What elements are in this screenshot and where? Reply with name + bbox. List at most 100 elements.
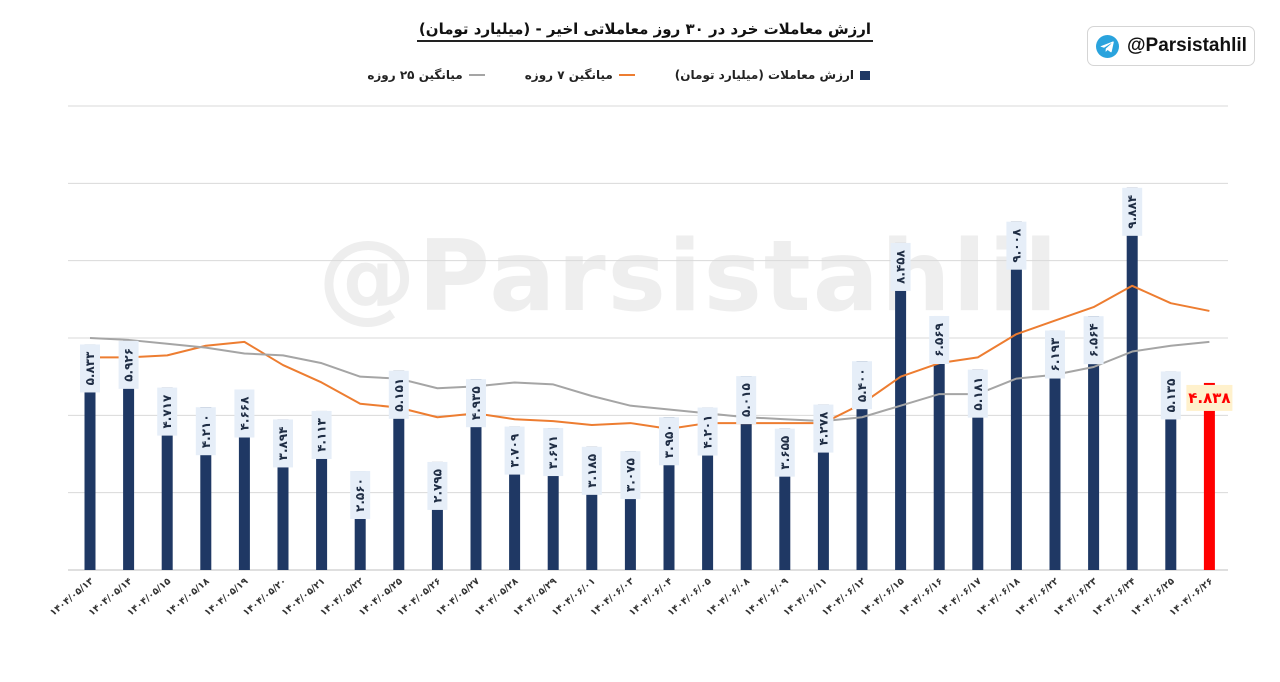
data-label-box xyxy=(659,417,679,466)
bar xyxy=(123,340,135,570)
data-label: ۵.۹۲۶ xyxy=(118,340,139,389)
data-label-box xyxy=(1122,187,1143,236)
data-label: ۶.۵۶۴ xyxy=(1083,316,1104,365)
data-labels: ۵.۸۳۳ ۵.۹۲۶ ۴.۷۱۷ ۴.۲۱۰ ۴.۶۶۸ ۳.۸۹۴ ۴.۱۱۳ ۲.۵۶۰… xyxy=(80,187,1233,520)
data-label: ۹.۰۰۸ xyxy=(1006,221,1027,270)
bar xyxy=(1049,330,1061,570)
data-label: ۵.۱۵۱ xyxy=(388,370,409,419)
ma25-line xyxy=(89,337,1210,423)
chart-title: ارزش معاملات خرد در ۳۰ روز معاملاتی اخیر… xyxy=(0,20,1280,42)
legend-label-value: ارزش معاملات (میلیارد تومان) xyxy=(674,68,854,82)
data-label: ۶.۵۶۹ xyxy=(929,315,950,364)
data-label: ۶.۱۹۳ xyxy=(1045,330,1065,379)
data-label-text: ۴.۹۳۵ xyxy=(469,386,483,420)
data-label-box xyxy=(504,426,525,475)
legend-item-value: ارزش معاملات (میلیارد تومان) xyxy=(675,68,870,82)
data-label-text: ۵.۱۸۱ xyxy=(971,377,985,411)
legend-swatch-ma7 xyxy=(618,74,635,76)
bar xyxy=(547,428,559,570)
data-label: ۴.۱۱۳ xyxy=(311,410,332,459)
bar xyxy=(1165,371,1177,570)
data-label-box xyxy=(273,419,293,468)
data-label: ۴.۲۰۱ xyxy=(697,407,718,456)
legend-item-ma25: میانگین ۲۵ روزه xyxy=(367,68,485,82)
data-label-text: ۹.۰۰۸ xyxy=(1009,228,1023,263)
data-label-text: ۵.۱۳۵ xyxy=(1164,379,1178,413)
bar xyxy=(817,404,829,570)
data-label-text: ۵.۱۵۱ xyxy=(392,378,406,412)
data-label-box xyxy=(736,376,757,425)
data-label: ۸.۴۵۸ xyxy=(890,242,911,291)
data-label-box xyxy=(466,379,486,428)
bar xyxy=(856,361,868,570)
data-label-box xyxy=(1186,384,1233,411)
data-label-box xyxy=(967,369,988,418)
bar xyxy=(84,344,96,570)
data-label-text: ۶.۵۶۹ xyxy=(932,322,946,357)
data-label-box xyxy=(388,370,409,419)
data-label: ۳.۶۷۱ xyxy=(543,428,564,477)
bar xyxy=(663,417,675,570)
data-label-box xyxy=(350,471,371,520)
bar xyxy=(586,446,598,570)
bar xyxy=(1010,221,1022,570)
data-label-text: ۳.۷۰۹ xyxy=(508,433,522,468)
data-label-text: ۸.۴۵۸ xyxy=(894,249,908,284)
data-label-box xyxy=(157,387,178,436)
data-label-box xyxy=(427,461,448,510)
data-label: ۳.۷۰۹ xyxy=(504,426,525,475)
ma7-line xyxy=(90,284,1210,430)
data-label: ۳.۰۷۵ xyxy=(620,451,641,500)
legend-item-ma7: میانگین ۷ روزه xyxy=(525,68,635,82)
data-label-text: ۶.۱۹۳ xyxy=(1048,337,1062,372)
data-label: ۹.۸۸۴ xyxy=(1122,187,1143,236)
data-label-box xyxy=(543,428,564,477)
data-label: ۴.۸۳۸ xyxy=(1186,384,1233,411)
data-label-text: ۴.۶۶۸ xyxy=(237,396,251,431)
grid-lines xyxy=(68,105,1228,571)
bar xyxy=(702,407,714,570)
data-label-text: ۳.۹۵۰ xyxy=(662,424,676,458)
data-label-text: ۴.۱۱۳ xyxy=(315,417,329,452)
data-label-text: ۵.۴۰۰ xyxy=(855,368,869,402)
data-label-text: ۲.۷۹۵ xyxy=(430,469,444,503)
data-label: ۴.۲۷۸ xyxy=(813,404,834,453)
bar xyxy=(1088,316,1100,570)
data-label-box xyxy=(813,404,834,453)
data-label-box xyxy=(311,410,332,459)
data-label-text: ۴.۲۱۰ xyxy=(199,414,213,448)
bar xyxy=(509,426,521,570)
data-label: ۲.۷۹۵ xyxy=(427,461,448,510)
bar xyxy=(316,410,328,570)
bar xyxy=(161,387,173,570)
data-label-box xyxy=(195,407,216,456)
data-label-text: ۵.۹۲۶ xyxy=(122,348,136,382)
data-label: ۳.۱۸۵ xyxy=(581,446,602,495)
bar-series xyxy=(84,187,1215,570)
bar xyxy=(354,471,366,570)
data-label-box xyxy=(697,407,718,456)
data-label-text: ۲.۵۶۰ xyxy=(353,478,367,512)
data-label-box xyxy=(1006,221,1027,270)
data-label-box xyxy=(80,344,100,393)
data-label: ۳.۶۵۵ xyxy=(774,428,795,477)
bar xyxy=(624,451,636,570)
data-label-text: ۳.۶۷۱ xyxy=(546,435,560,469)
data-label-box xyxy=(620,451,641,500)
data-label: ۲.۵۶۰ xyxy=(350,471,371,520)
channel-handle-badge[interactable]: @Parsistahlil xyxy=(1087,26,1255,66)
bar xyxy=(1203,382,1215,570)
chart-legend: ارزش معاملات (میلیارد تومان) میانگین ۷ ر… xyxy=(367,66,870,84)
data-label-box xyxy=(852,361,872,410)
data-label-text: ۴.۲۷۸ xyxy=(816,411,830,446)
bar xyxy=(470,379,482,570)
data-label-text: ۵.۰۱۵ xyxy=(739,383,753,417)
bar xyxy=(431,461,443,570)
data-label-text: ۳.۰۷۵ xyxy=(623,458,637,492)
bar xyxy=(393,370,405,570)
bar xyxy=(972,369,984,570)
legend-swatch-ma25 xyxy=(468,74,485,76)
data-label-box xyxy=(929,315,950,364)
x-tick-labels: ۱۴۰۴/۰۵/۱۳۱۴۰۴/۰۵/۱۴۱۴۰۴/۰۵/۱۵۱۴۰۴/۰۵/۱۸… xyxy=(48,576,1215,619)
